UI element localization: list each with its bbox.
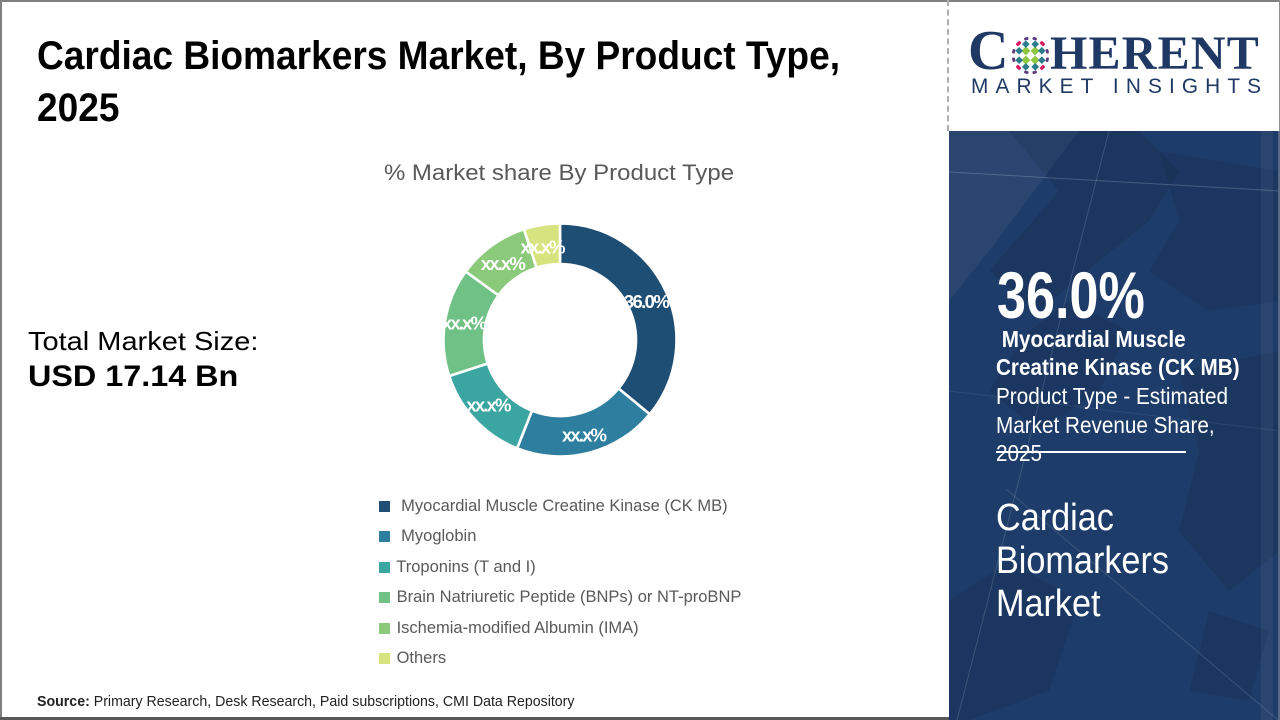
svg-text:xx.x%: xx.x% (562, 425, 607, 446)
svg-text:xx.x%: xx.x% (466, 395, 511, 416)
svg-text:xx.x%: xx.x% (442, 312, 487, 333)
svg-text:xx.x%: xx.x% (481, 253, 526, 274)
svg-text:36.0%: 36.0% (624, 291, 670, 312)
svg-text:xx.x%: xx.x% (521, 236, 566, 257)
